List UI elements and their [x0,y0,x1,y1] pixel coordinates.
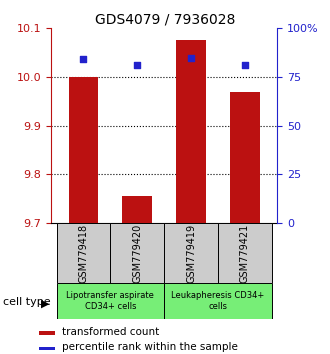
Text: GSM779421: GSM779421 [240,223,250,283]
Text: percentile rank within the sample: percentile rank within the sample [62,342,238,352]
Text: GDS4079 / 7936028: GDS4079 / 7936028 [95,12,235,27]
Bar [176,40,206,223]
Point [81,57,86,62]
FancyBboxPatch shape [110,223,164,283]
Text: Lipotransfer aspirate
CD34+ cells: Lipotransfer aspirate CD34+ cells [66,291,154,310]
Bar [230,92,260,223]
Text: GSM779420: GSM779420 [132,223,142,283]
Bar [122,196,152,223]
Bar [39,331,55,335]
FancyBboxPatch shape [164,283,272,319]
Text: Leukapheresis CD34+
cells: Leukapheresis CD34+ cells [171,291,265,310]
FancyBboxPatch shape [56,283,164,319]
Point [188,55,194,61]
Text: transformed count: transformed count [62,327,159,337]
FancyBboxPatch shape [56,223,110,283]
Bar [69,77,98,223]
FancyBboxPatch shape [164,223,218,283]
Point [135,63,140,68]
Text: GSM779418: GSM779418 [79,223,88,283]
Text: GSM779419: GSM779419 [186,223,196,283]
Bar [39,347,55,350]
Point [242,63,248,68]
Text: ▶: ▶ [41,298,50,308]
FancyBboxPatch shape [218,223,272,283]
Text: cell type: cell type [3,297,51,307]
